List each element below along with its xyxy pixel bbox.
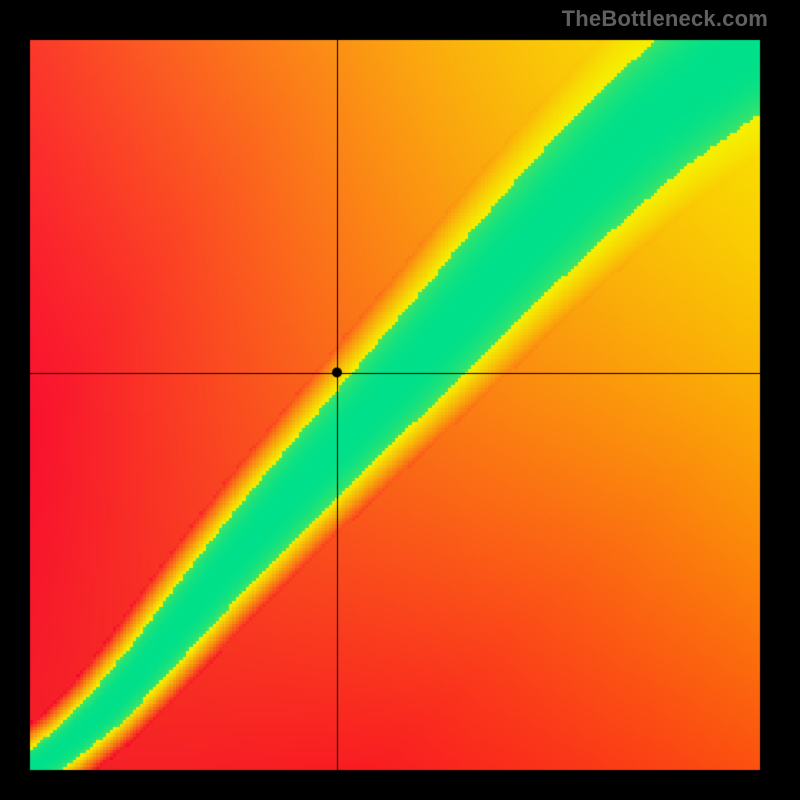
watermark-text: TheBottleneck.com bbox=[562, 6, 768, 32]
bottleneck-heatmap bbox=[0, 0, 800, 800]
chart-container: TheBottleneck.com bbox=[0, 0, 800, 800]
